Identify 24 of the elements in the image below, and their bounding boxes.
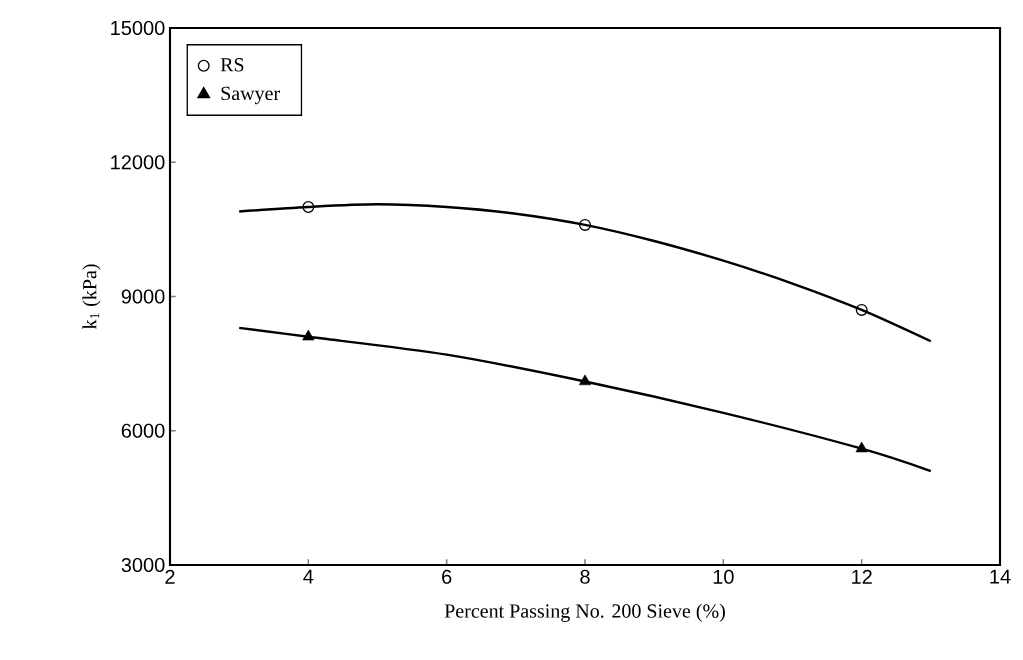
x-tick-label: 14 [990,569,1011,584]
y-tick-label: 3000 [121,557,165,573]
y-tick-label: 12000 [111,155,165,170]
x-tick-label: 10 [713,569,734,584]
x-tick-label: 6 [442,569,452,584]
legend-label: RS [220,58,244,72]
x-tick-label: 4 [303,569,314,584]
x-axis-title: Percent Passing No. 200 Sieve (%) [444,603,725,622]
point [579,218,592,231]
point [855,303,868,316]
x-tick-label: 8 [580,569,590,584]
legend-label: Sawyer [221,86,280,105]
x-tick-label: 2 [165,569,175,584]
point [855,441,868,453]
line-series [237,203,933,343]
line-series [237,326,933,473]
x-tick-label: 12 [852,569,872,584]
y-tick-label: 6000 [121,423,165,438]
y-axis-title: k$_{1}$ (kPa) [82,264,101,330]
y-tick-label: 15000 [111,20,165,36]
point [302,329,315,341]
point [578,374,592,386]
point [302,200,315,213]
y-tick-label: 9000 [121,289,165,304]
